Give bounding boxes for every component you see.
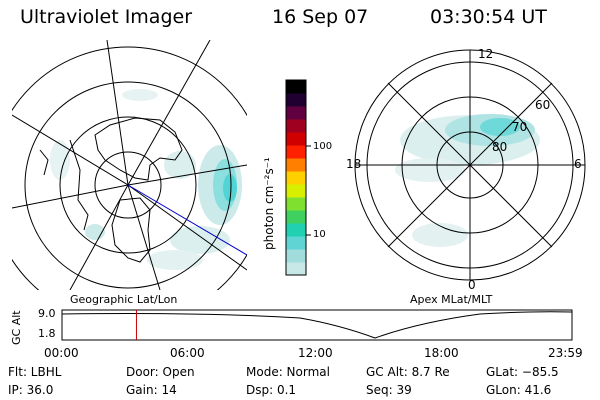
time-tick-0600: 06:00 — [170, 346, 205, 360]
time-tick-1800: 18:00 — [424, 346, 459, 360]
altitude-curve — [61, 311, 573, 339]
colorbar-segment — [286, 171, 306, 185]
colorbar-title: photon cm⁻²s⁻¹ — [262, 157, 276, 250]
info-glat: GLat: −85.5 — [486, 365, 559, 379]
info-ip: IP: 36.0 — [8, 383, 54, 397]
colorbar-segment — [286, 119, 306, 133]
info-mode: Mode: Normal — [246, 365, 330, 379]
altitude-axis-label: GC Alt — [10, 310, 23, 345]
mlat-label-60: 60 — [535, 98, 551, 112]
info-filter: Flt: LBHL — [8, 365, 62, 379]
colorbar-segment — [286, 145, 306, 159]
info-dsp: Dsp: 0.1 — [246, 383, 297, 397]
colorbar-segment — [286, 184, 306, 198]
time-tick-2359: 23:59 — [548, 346, 583, 360]
colorbar — [286, 80, 306, 276]
geographic-map — [12, 40, 247, 290]
info-gain: Gain: 14 — [126, 383, 177, 397]
altitude-plot — [61, 309, 573, 341]
geographic-caption: Geographic Lat/Lon — [70, 293, 178, 306]
colorbar-segment — [286, 197, 306, 211]
colorbar-segment — [286, 80, 306, 94]
mlat-label-80: 80 — [492, 140, 508, 154]
altitude-tick-low: 1.8 — [38, 327, 56, 340]
time-tick-0000: 00:00 — [44, 346, 79, 360]
info-door: Door: Open — [126, 365, 195, 379]
header-date: 16 Sep 07 — [272, 6, 369, 28]
info-seq: Seq: 39 — [366, 383, 412, 397]
colorbar-segment — [286, 210, 306, 224]
colorbar-segment — [286, 236, 306, 250]
colorbar-tick-10: 10 — [313, 229, 326, 240]
altitude-tick-high: 9.0 — [38, 307, 56, 320]
mlt-label-left: 18 — [346, 157, 362, 171]
mlt-label-top: 12 — [478, 47, 494, 61]
apex-map — [354, 49, 586, 281]
info-glon: GLon: 41.6 — [486, 383, 552, 397]
header-title: Ultraviolet Imager — [20, 6, 193, 28]
colorbar-segment — [286, 158, 306, 172]
track-line — [127, 184, 247, 256]
header-time: 03:30:54 UT — [430, 6, 547, 28]
colorbar-segment — [286, 132, 306, 146]
colorbar-segment — [286, 93, 306, 107]
colorbar-segment — [286, 106, 306, 120]
mlt-label-bottom: 0 — [468, 278, 476, 292]
info-gc-alt: GC Alt: 8.7 Re — [366, 365, 450, 379]
mlat-label-70: 70 — [512, 120, 528, 134]
apex-caption: Apex MLat/MLT — [410, 293, 493, 306]
time-tick-1200: 12:00 — [298, 346, 333, 360]
aurora-geo — [50, 89, 242, 270]
mlt-label-right: 6 — [574, 157, 582, 171]
colorbar-tick-100: 100 — [313, 141, 333, 152]
colorbar-segment — [286, 262, 306, 276]
colorbar-segment — [286, 223, 306, 237]
colorbar-segment — [286, 249, 306, 263]
